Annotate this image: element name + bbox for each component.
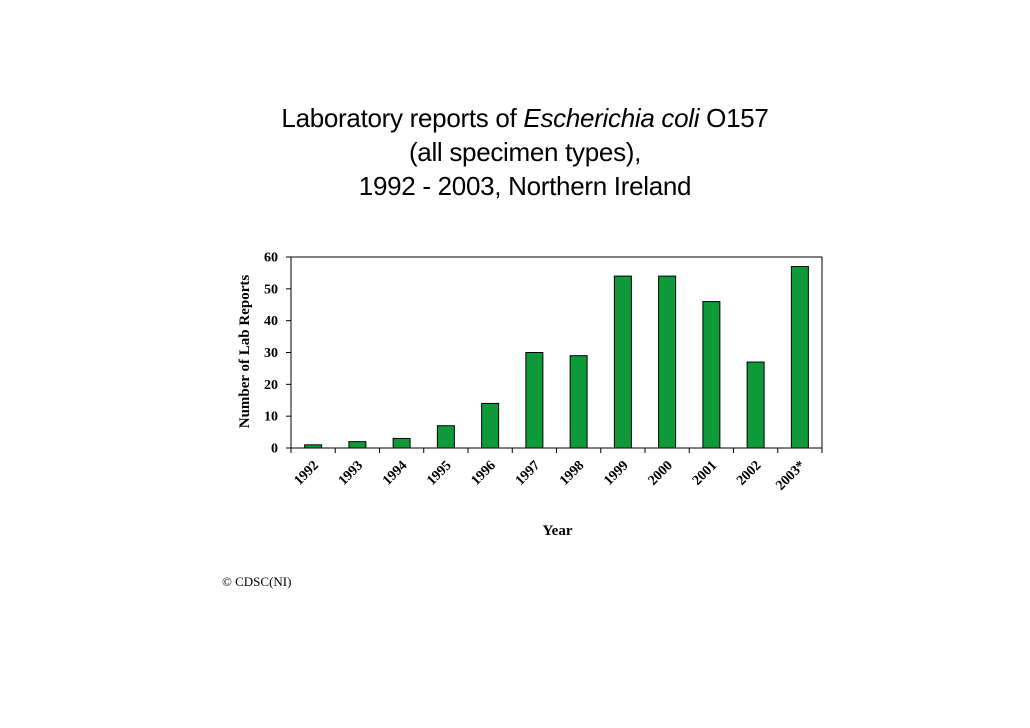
bar-1993 [348, 441, 367, 449]
bar-1995 [436, 425, 455, 449]
chart-title-line-2: (all specimen types), [408, 137, 642, 167]
y-tick-label: 50 [264, 282, 278, 297]
x-tick-label: 1992 [292, 458, 322, 488]
title-organism: Escherichia coli [523, 103, 700, 133]
bar-1998 [569, 355, 588, 449]
x-tick-label: 2003* [773, 458, 808, 493]
copyright-notice: © CDSC(NI) [222, 574, 292, 589]
bar-2003-star [790, 266, 809, 449]
x-tick-label: 1994 [380, 458, 410, 488]
plot-area-frame [290, 256, 823, 449]
x-tick-label: 1995 [424, 458, 454, 488]
y-tick-label: 30 [264, 346, 278, 361]
bar-1994 [392, 437, 411, 449]
x-tick-label: 1998 [557, 458, 587, 488]
y-tick-label: 40 [264, 314, 278, 329]
bar-1996 [481, 402, 500, 449]
x-tick-label: 1993 [336, 458, 366, 488]
chart-title-line-3: 1992 - 2003, Northern Ireland [358, 171, 692, 201]
title-prefix: Laboratory reports of [281, 103, 524, 133]
y-tick-label: 0 [271, 442, 278, 457]
y-tick-label: 20 [264, 378, 278, 393]
y-axis-label: Number of Lab Reports [237, 275, 253, 429]
title-suffix: O157 [699, 103, 769, 133]
x-tick-label: 1999 [601, 458, 631, 488]
x-tick-label: 2001 [690, 458, 720, 488]
chart-title-line-1: Laboratory reports of Escherichia coli O… [190, 101, 860, 135]
x-tick-label: 2002 [734, 458, 764, 488]
bar-2002 [746, 361, 765, 449]
bar-1999 [613, 275, 632, 449]
bar-2001 [702, 301, 721, 449]
bar-1997 [525, 352, 544, 449]
x-tick-label: 2000 [646, 458, 676, 488]
x-axis-label: Year [543, 523, 573, 539]
bar-2000 [658, 275, 677, 449]
x-tick-label: 1996 [469, 458, 499, 488]
y-tick-label: 60 [264, 251, 278, 266]
x-tick-label: 1997 [513, 458, 543, 488]
chart-title: Laboratory reports of Escherichia coli O… [190, 101, 860, 203]
y-tick-label: 10 [264, 410, 278, 425]
bar-1992 [304, 444, 323, 449]
